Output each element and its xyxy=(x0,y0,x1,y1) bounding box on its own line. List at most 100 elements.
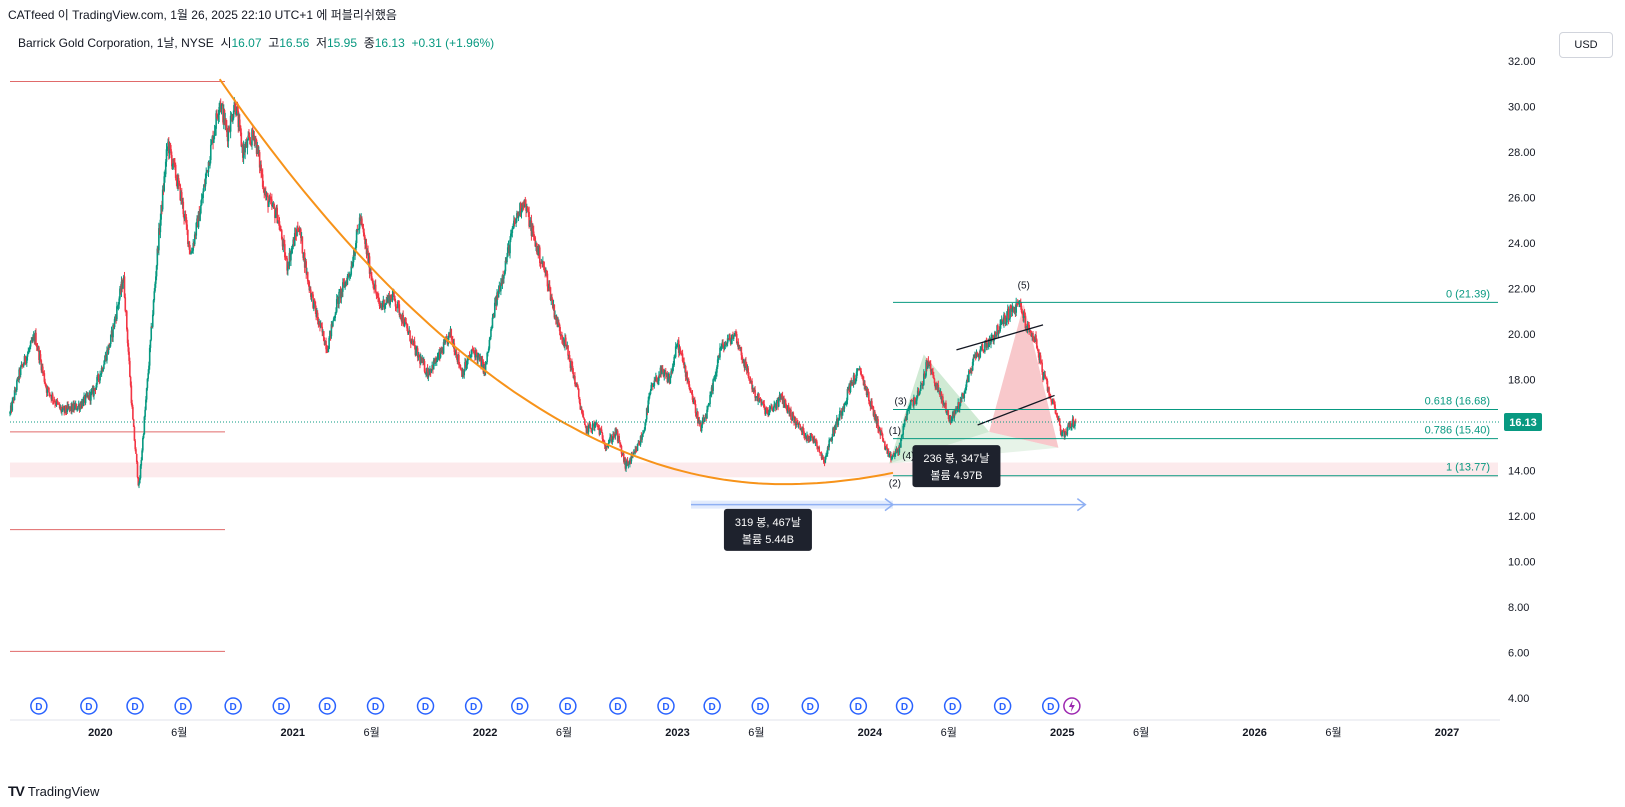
dividend-marker-icon[interactable] xyxy=(224,697,242,715)
candle-body xyxy=(130,385,133,404)
candle-body xyxy=(687,379,690,385)
candle-body xyxy=(963,392,966,399)
candle-body xyxy=(313,299,316,302)
candle-body xyxy=(521,203,524,212)
dividend-marker-icon[interactable] xyxy=(703,697,721,715)
dividend-marker-icon[interactable] xyxy=(80,697,98,715)
candle-body xyxy=(1000,320,1003,324)
candle-body xyxy=(735,333,738,344)
dividend-marker-icon[interactable] xyxy=(559,697,577,715)
tradingview-logo[interactable]: TV TradingView xyxy=(8,783,99,799)
support-zone xyxy=(10,462,1498,478)
candle-body xyxy=(860,371,863,376)
candle-body xyxy=(271,199,273,207)
candle-body xyxy=(606,446,608,448)
dividend-marker-icon[interactable] xyxy=(416,697,435,715)
candle-body xyxy=(701,420,704,426)
candle-body xyxy=(244,146,246,153)
candle-body xyxy=(486,353,488,363)
candle-body xyxy=(427,372,430,378)
candle-body xyxy=(158,228,160,251)
candle-body xyxy=(1018,302,1021,304)
candle-body xyxy=(714,375,717,378)
price-chart[interactable]: 0 (21.39) 0.618 (16.68) 0.786 (15.40) 1 (13… xyxy=(0,0,1625,780)
candle-body xyxy=(189,249,191,254)
candle-body xyxy=(55,400,58,405)
candle-body xyxy=(940,391,943,400)
candle-body xyxy=(15,389,17,392)
dividend-marker-icon[interactable] xyxy=(801,697,820,715)
candle-body xyxy=(971,361,974,371)
change-value: +0.31 (+1.96%) xyxy=(411,36,495,50)
candle-body xyxy=(381,305,384,307)
candle-body xyxy=(900,435,903,439)
candle-body xyxy=(118,298,120,305)
candle-body xyxy=(46,387,49,393)
candle-body xyxy=(1020,305,1023,313)
wave-label: (3) xyxy=(895,397,907,408)
candle-body xyxy=(609,436,611,442)
dividend-marker-icon[interactable] xyxy=(464,697,483,715)
candle-body xyxy=(201,197,204,199)
candle-body xyxy=(27,350,30,355)
candle-body xyxy=(650,385,653,391)
candle-body xyxy=(828,440,830,448)
wave-label: (2) xyxy=(889,478,901,489)
dividend-marker-icon[interactable] xyxy=(511,697,529,715)
candle-body xyxy=(982,350,985,352)
candle-body xyxy=(223,110,226,125)
candle-body xyxy=(400,314,402,319)
dividend-marker-icon[interactable] xyxy=(272,697,290,715)
candle-body xyxy=(423,360,426,372)
candle-body xyxy=(422,358,424,363)
candle-body xyxy=(340,289,343,299)
dividend-marker-icon[interactable] xyxy=(318,697,337,715)
dividend-marker-icon[interactable] xyxy=(609,697,627,715)
candle-body xyxy=(919,390,921,394)
dividend-marker-icon[interactable] xyxy=(1041,697,1060,715)
dividend-marker-icon[interactable] xyxy=(943,697,962,715)
candle-body xyxy=(216,116,219,118)
dividend-marker-icon[interactable] xyxy=(751,697,769,715)
candle-body xyxy=(300,229,302,239)
candle-body xyxy=(825,454,827,457)
candle-body xyxy=(867,388,869,393)
candle-body xyxy=(845,402,847,404)
candle-body xyxy=(251,129,254,136)
candle-body xyxy=(691,393,694,400)
candle-body xyxy=(670,371,672,377)
candle-body xyxy=(475,350,478,355)
symbol-name[interactable]: Barrick Gold Corporation, 1날, NYSE xyxy=(18,36,214,50)
candle-body xyxy=(391,294,394,301)
candle-body xyxy=(170,149,172,156)
candle-body xyxy=(251,129,253,146)
dividend-marker-icon[interactable] xyxy=(30,697,48,715)
candle-body xyxy=(287,265,289,271)
currency-button[interactable]: USD xyxy=(1559,32,1613,58)
candle-body xyxy=(1045,378,1048,381)
candle-body xyxy=(469,356,472,358)
x-tick-label: 6월 xyxy=(1325,726,1341,739)
dividend-marker-icon[interactable] xyxy=(126,697,144,715)
candle-body xyxy=(285,257,288,259)
dividend-marker-icon[interactable] xyxy=(895,697,914,715)
candle-body xyxy=(997,330,1000,335)
candle-body xyxy=(942,396,944,405)
dividend-marker-icon[interactable] xyxy=(174,697,192,715)
candle-body xyxy=(965,381,968,388)
candle-body xyxy=(84,395,87,403)
tradingview-mark-icon: TV xyxy=(8,783,25,799)
candle-body xyxy=(236,106,239,111)
candle-body xyxy=(927,360,930,367)
dividend-marker-icon[interactable] xyxy=(657,697,675,715)
candle-body xyxy=(773,404,775,408)
dividend-marker-icon[interactable] xyxy=(993,697,1012,715)
dividend-marker-icon[interactable] xyxy=(849,697,868,715)
candle-body xyxy=(673,357,675,366)
candle-body xyxy=(937,384,940,392)
candle-body xyxy=(207,161,210,173)
candle-body xyxy=(424,371,427,374)
candle-body xyxy=(56,400,59,403)
candle-body xyxy=(819,451,821,453)
dividend-marker-icon[interactable] xyxy=(366,697,385,715)
